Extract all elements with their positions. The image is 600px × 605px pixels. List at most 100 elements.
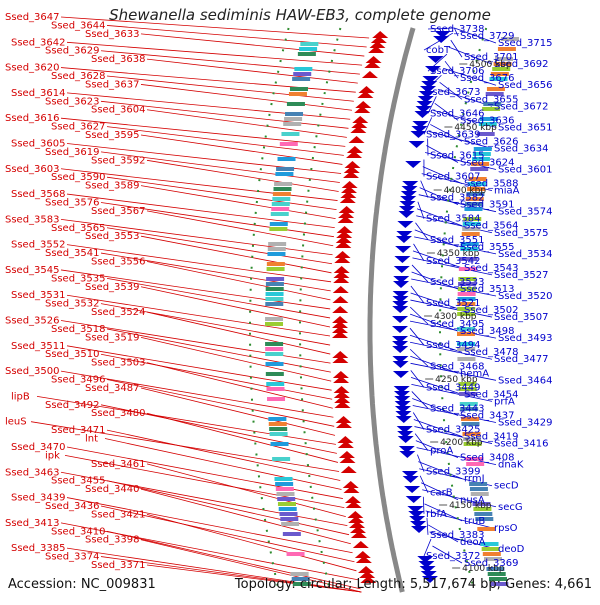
right-gene-label: prfA [494, 396, 515, 407]
right-gene-label: Ssed_3651 [498, 122, 553, 133]
left-gene-label: Ssed_3524 [91, 307, 146, 318]
reverse-gene-mark [398, 436, 414, 443]
right-gene-label: deoA [460, 537, 486, 548]
category-bar-left [279, 512, 297, 516]
category-bar-left [273, 192, 291, 196]
forward-gene-mark [366, 56, 382, 63]
right-gene-label: Ssed_3527 [494, 270, 549, 281]
left-leader-line [141, 135, 342, 164]
category-bar-left [268, 242, 286, 246]
category-bar-left [280, 142, 298, 146]
category-bar-left [265, 342, 283, 346]
category-bar-left [266, 287, 284, 291]
left-leader-line [107, 430, 340, 480]
right-gene-label: rpsO [494, 523, 518, 534]
category-bar-left [271, 442, 289, 446]
category-bar-left [272, 457, 290, 461]
forward-gene-mark [358, 86, 374, 93]
right-gene-label: Ssed_3493 [498, 333, 553, 344]
right-gene-label: secD [494, 481, 519, 492]
forward-gene-mark [332, 296, 348, 303]
right-gene-label: carB [430, 488, 453, 499]
reverse-gene-mark [405, 161, 421, 168]
left-gene-label: Ssed_3595 [85, 130, 140, 141]
category-bar-left [270, 222, 288, 226]
forward-gene-mark [341, 466, 357, 473]
left-gene-label: Ssed_3480 [91, 408, 146, 419]
left-leader-line [147, 413, 338, 462]
reverse-gene-mark [392, 306, 408, 313]
right-gene-label: Ssed_3575 [494, 228, 549, 239]
category-bar-left [268, 417, 286, 421]
reverse-gene-mark [410, 131, 426, 138]
category-bar-left [275, 482, 293, 486]
kbp-label: 4200 kbp [440, 438, 483, 448]
kbp-label: 4350 kbp [437, 249, 480, 259]
reverse-gene-mark [396, 416, 412, 423]
reverse-gene-mark [393, 281, 409, 288]
category-bar-left [289, 92, 307, 96]
category-bar-left [266, 372, 284, 376]
category-bar-left [292, 77, 310, 81]
category-bar-left [265, 352, 283, 356]
category-bar-left [275, 172, 293, 176]
reverse-gene-mark [393, 361, 409, 368]
category-bar-left [265, 317, 283, 321]
category-bar-left [274, 477, 292, 481]
left-gene-label: Ssed_3487 [85, 383, 140, 394]
right-gene-label: secG [498, 502, 523, 513]
right-gene-label: Ssed_3477 [494, 354, 549, 365]
category-bar-left [276, 487, 294, 491]
category-bar-left [267, 397, 285, 401]
left-gene-label: Ssed_3398 [85, 535, 140, 546]
right-gene-label: Ssed_3656 [498, 80, 553, 91]
category-bar-left [300, 42, 318, 46]
category-bar-left [271, 207, 289, 211]
right-gene-label: miaA [494, 186, 520, 197]
reverse-gene-mark [399, 451, 415, 458]
reverse-gene-mark [411, 526, 427, 533]
left-leader-line [141, 84, 352, 110]
page-title: Shewanella sediminis HAW-EB3, complete g… [0, 6, 600, 24]
category-bar-left [269, 427, 287, 431]
reverse-gene-mark [403, 476, 419, 483]
category-bar-left [272, 202, 290, 206]
right-gene-label: deoD [498, 544, 525, 555]
category-bar-left [265, 297, 283, 301]
category-bar-left [273, 187, 291, 191]
category-bar-left [270, 432, 288, 436]
category-bar-left [265, 322, 283, 326]
category-bar-left [269, 227, 287, 231]
kbp-label: 4400 kbp [444, 186, 487, 196]
left-gene-label: Ssed_3553 [85, 231, 140, 242]
category-bar-left [267, 262, 285, 266]
left-gene-label: Ssed_3637 [85, 79, 140, 90]
category-bar-left [283, 122, 301, 126]
category-bar-left [281, 522, 299, 526]
forward-gene-mark [353, 541, 369, 548]
category-bar-left [274, 182, 292, 186]
right-gene-label: Ssed_3464 [498, 375, 553, 386]
left-gene-label: leuS [5, 417, 27, 428]
category-bar-left [293, 72, 311, 76]
category-bar-left [279, 507, 297, 511]
category-bar-left [278, 502, 296, 506]
guide-arc-1 [300, 28, 340, 592]
kbp-label: 4150 kbp [449, 501, 492, 511]
kbp-label: 4500 kbp [469, 60, 512, 70]
category-bar-left [266, 387, 284, 391]
left-gene-label: Ssed_3604 [91, 105, 146, 116]
left-gene-label: Ssed_3421 [91, 509, 146, 520]
right-gene-label: Ssed_3507 [494, 312, 549, 323]
category-bar-left [284, 117, 302, 121]
reverse-gene-mark [406, 496, 422, 503]
category-bar-left [278, 157, 296, 161]
forward-gene-mark [362, 71, 378, 78]
category-bar-left [298, 52, 316, 56]
category-bar-left [277, 492, 295, 496]
left-gene-label: Ssed_3556 [91, 256, 146, 267]
category-bar-left [266, 382, 284, 386]
right-gene-label: rrmJ [464, 474, 485, 485]
left-gene-label: Ssed_3539 [85, 282, 140, 293]
category-bar-left [265, 347, 283, 351]
